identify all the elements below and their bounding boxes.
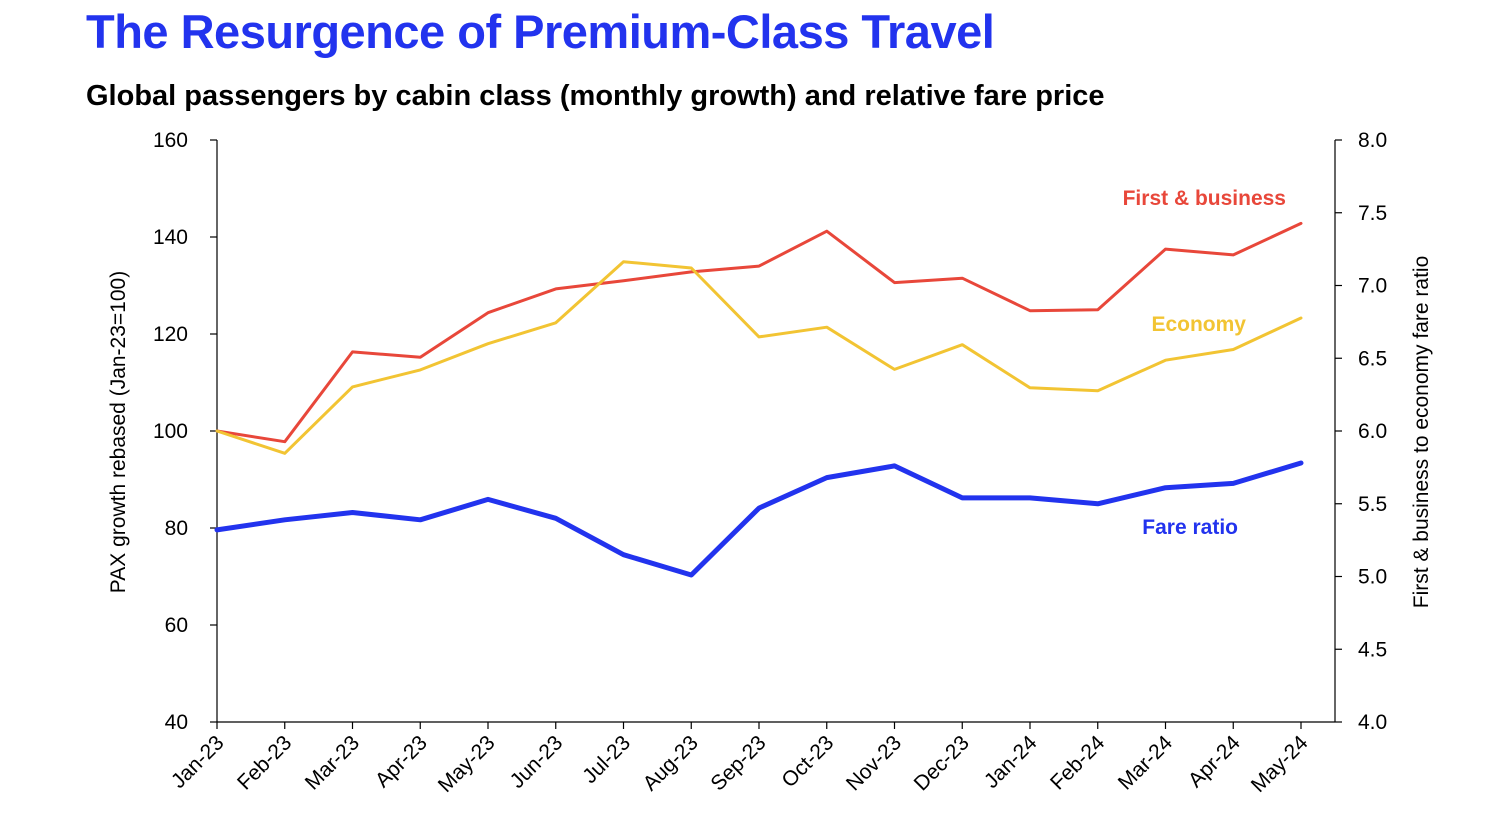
right-tick-label: 6.0 xyxy=(1358,420,1387,443)
right-tick-label: 8.0 xyxy=(1358,129,1387,152)
series-line-first-business xyxy=(215,221,1303,444)
left-tick-label: 100 xyxy=(153,420,188,443)
right-axis-ticks: 4.0 4.5 5.0 5.5 6.0 6.5 7.0 7.5 8.0 xyxy=(1335,129,1387,734)
x-tick-label: Sep-23 xyxy=(706,731,770,795)
series-line-economy xyxy=(215,260,1303,455)
left-tick-label: 40 xyxy=(165,711,188,734)
right-tick-label: 5.5 xyxy=(1358,493,1387,516)
x-tick-label: Mar-23 xyxy=(301,731,364,794)
x-tick-label: Jan-23 xyxy=(167,731,229,793)
left-tick-label: 120 xyxy=(153,323,188,346)
series-line-fare-ratio xyxy=(214,460,1304,578)
x-tick-label: Dec-23 xyxy=(910,731,974,795)
right-tick-label: 7.0 xyxy=(1358,275,1387,298)
x-tick-label: Nov-23 xyxy=(842,731,906,795)
right-axis-title: First & business to economy fare ratio xyxy=(1410,256,1433,608)
left-tick-label: 80 xyxy=(165,517,188,540)
x-tick-label: Apr-24 xyxy=(1184,731,1245,792)
x-tick-label: Mar-24 xyxy=(1114,731,1178,795)
series-lines xyxy=(214,221,1304,578)
x-tick-label: Oct-23 xyxy=(777,731,838,792)
left-axis-title: PAX growth rebased (Jan-23=100) xyxy=(107,271,130,593)
right-tick-label: 4.0 xyxy=(1358,711,1387,734)
chart-axes xyxy=(216,140,1336,723)
right-tick-label: 5.0 xyxy=(1358,566,1387,589)
chart-title: The Resurgence of Premium-Class Travel xyxy=(86,5,995,58)
right-tick-label: 4.5 xyxy=(1358,638,1387,661)
left-axis-ticks: 40 60 80 100 120 140 160 xyxy=(153,129,217,734)
left-tick-label: 60 xyxy=(165,614,188,637)
right-tick-label: 6.5 xyxy=(1358,347,1387,370)
x-tick-label: Jan-24 xyxy=(980,731,1042,793)
chart-subtitle: Global passengers by cabin class (monthl… xyxy=(86,80,1105,112)
right-tick-label: 7.5 xyxy=(1358,202,1387,225)
series-label-economy: Economy xyxy=(1151,313,1246,336)
x-tick-label: Jul-23 xyxy=(578,731,635,788)
series-labels: First & business Economy Fare ratio xyxy=(1123,187,1286,539)
series-label-fare-ratio: Fare ratio xyxy=(1142,516,1238,539)
x-tick-label: Apr-23 xyxy=(371,731,432,792)
x-axis-ticks: Jan-23 Feb-23 Mar-23 Apr-23 May-23 Jun-23 Jul-… xyxy=(167,722,1313,797)
x-tick-label: Feb-23 xyxy=(233,731,296,794)
series-label-first-business: First & business xyxy=(1123,187,1286,210)
x-tick-label: Jun-23 xyxy=(506,731,568,793)
x-tick-label: May-23 xyxy=(434,731,500,797)
left-tick-label: 140 xyxy=(153,226,188,249)
left-tick-label: 160 xyxy=(153,129,188,152)
x-tick-label: May-24 xyxy=(1247,731,1313,797)
x-tick-label: Aug-23 xyxy=(639,731,703,795)
x-tick-label: Feb-24 xyxy=(1046,731,1110,795)
